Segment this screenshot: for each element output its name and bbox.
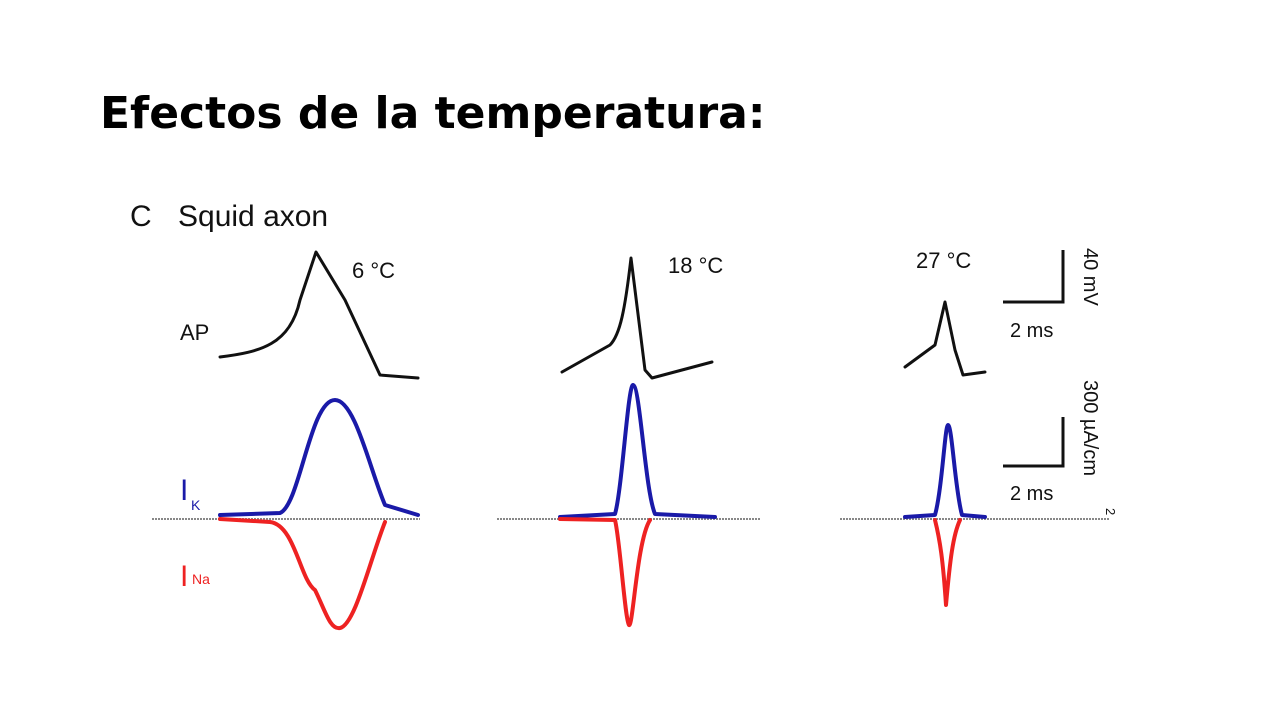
scale-bars bbox=[1003, 250, 1065, 468]
scale-bar bbox=[1003, 250, 1065, 304]
temperature-label: 27 °C bbox=[916, 248, 971, 273]
temperature-label: 18 °C bbox=[668, 253, 723, 278]
ap-traces bbox=[218, 250, 987, 380]
ik-trace bbox=[558, 383, 717, 519]
ina-trace bbox=[933, 518, 962, 607]
ina-traces bbox=[218, 517, 962, 631]
row-label: AP bbox=[180, 320, 209, 345]
scale-bar bbox=[1003, 417, 1065, 468]
row-label-subscript: Na bbox=[192, 571, 210, 587]
ap-trace bbox=[903, 300, 987, 377]
temperature-label: 6 °C bbox=[352, 258, 395, 283]
ap-trace bbox=[218, 250, 420, 380]
row-label: I bbox=[180, 474, 188, 507]
figure-heading: Squid axon bbox=[178, 200, 328, 233]
ina-trace bbox=[558, 517, 652, 628]
scale-label: 40 mV bbox=[1079, 248, 1101, 306]
ik-traces bbox=[218, 383, 987, 519]
ina-trace bbox=[218, 517, 387, 631]
scale-label-superscript: 2 bbox=[1103, 508, 1118, 515]
scale-label: 2 ms bbox=[1010, 320, 1053, 342]
scale-label: 300 µA/cm bbox=[1079, 380, 1101, 476]
row-label: I bbox=[180, 560, 188, 593]
slide-title: Efectos de la temperatura: bbox=[100, 88, 765, 139]
ap-trace bbox=[560, 256, 714, 380]
ik-trace bbox=[218, 398, 420, 517]
ik-trace bbox=[903, 423, 987, 519]
panel-letter: C bbox=[130, 200, 152, 233]
row-label-subscript: K bbox=[191, 497, 201, 513]
scale-label: 2 ms bbox=[1010, 483, 1053, 505]
